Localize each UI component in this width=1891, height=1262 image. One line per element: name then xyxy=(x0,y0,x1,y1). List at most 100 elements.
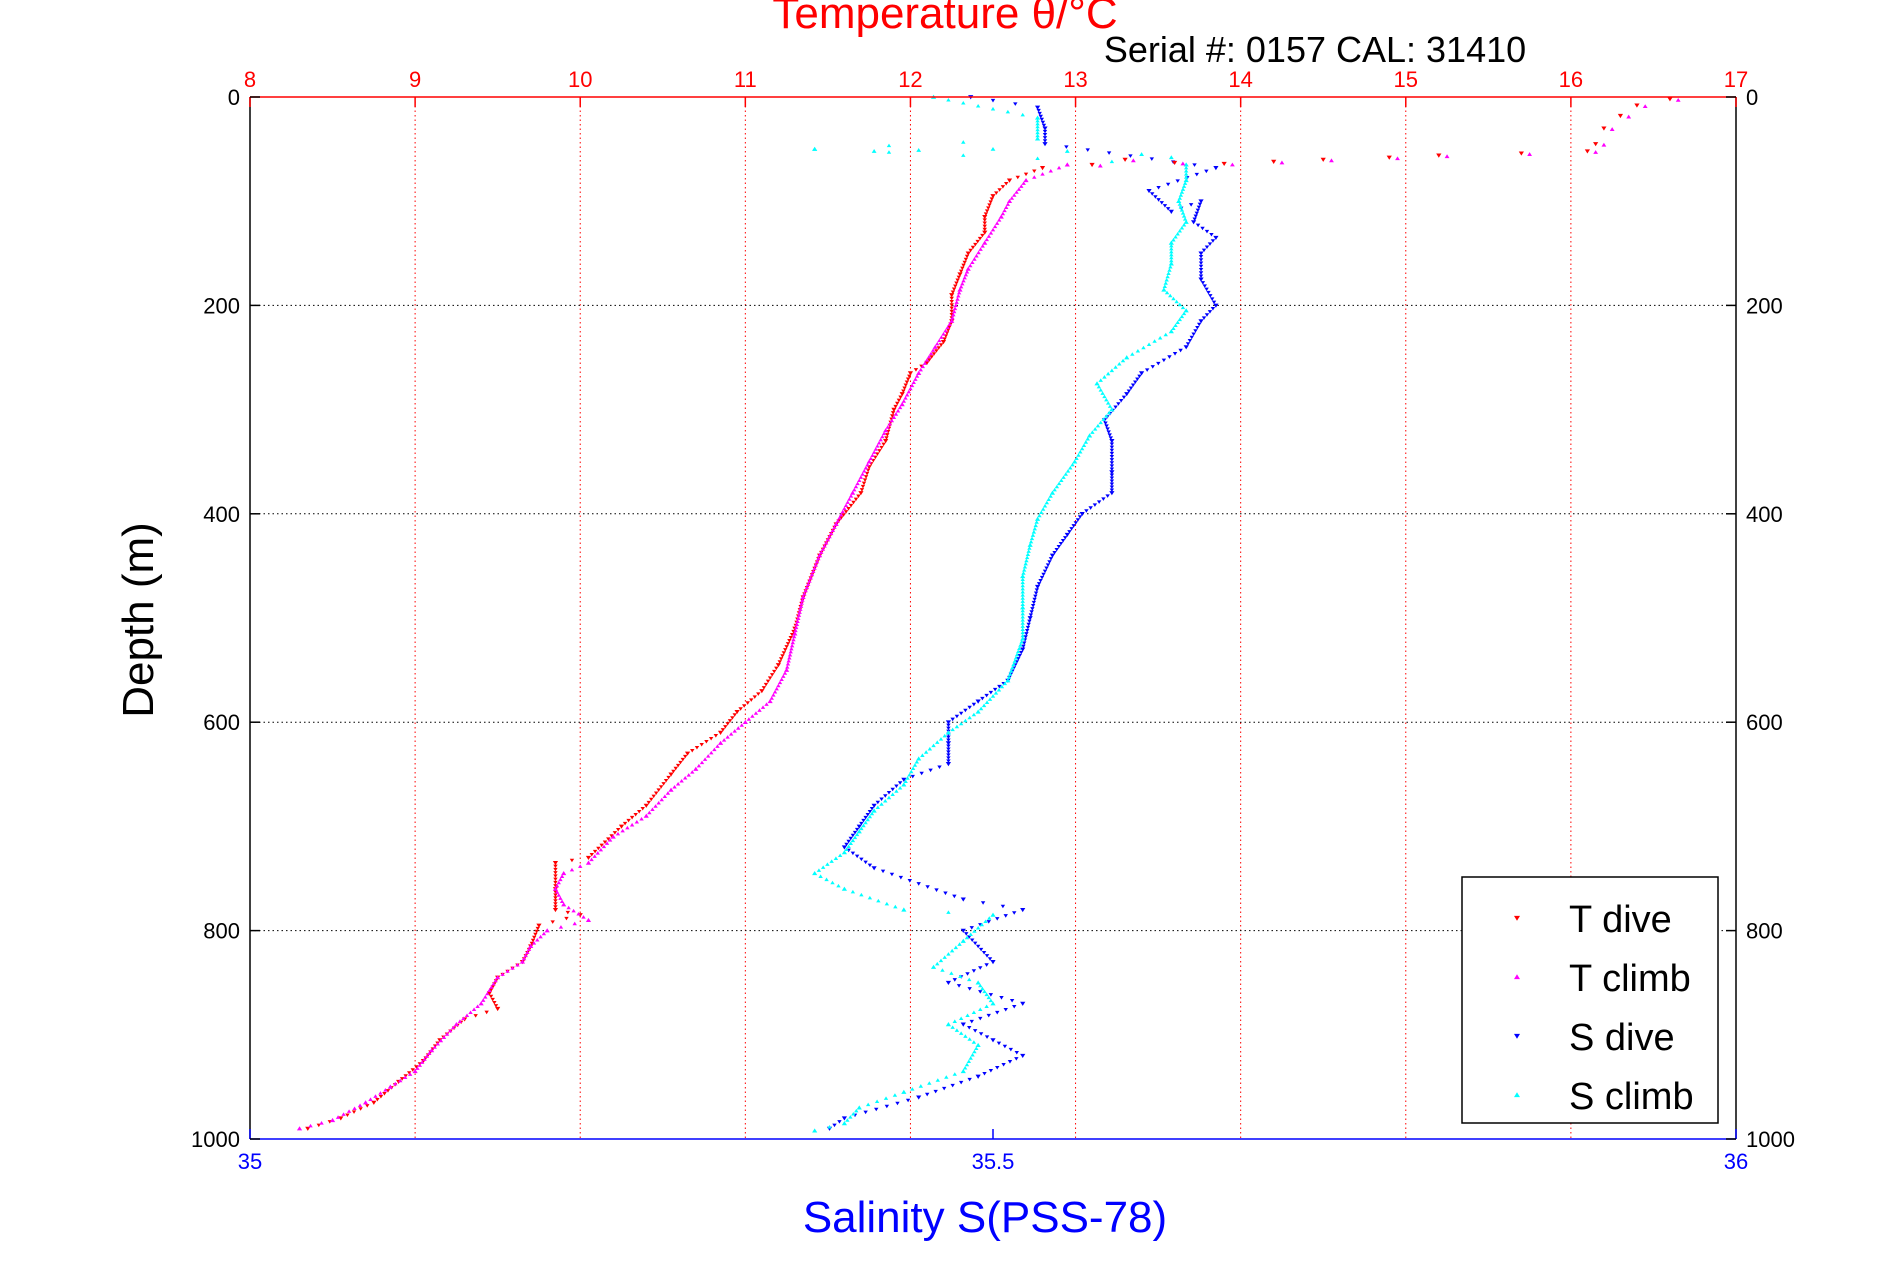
data-point xyxy=(775,663,781,668)
data-point xyxy=(963,1034,968,1038)
data-point xyxy=(1183,308,1189,313)
data-point xyxy=(1035,127,1040,132)
data-point xyxy=(803,588,808,593)
data-point xyxy=(933,1089,938,1094)
data-point xyxy=(982,227,987,232)
data-point xyxy=(969,926,974,930)
data-point xyxy=(536,923,542,928)
data-point xyxy=(982,218,987,222)
data-point xyxy=(1023,178,1029,183)
data-point xyxy=(980,244,985,248)
data-point xyxy=(827,534,832,539)
data-point xyxy=(983,919,988,924)
data-point xyxy=(975,239,980,244)
data-point xyxy=(902,386,907,390)
data-point xyxy=(966,1059,972,1064)
data-point xyxy=(534,929,539,934)
data-point xyxy=(720,728,726,732)
data-point xyxy=(553,905,558,909)
data-point xyxy=(1198,319,1204,324)
data-point xyxy=(863,1110,868,1115)
data-point xyxy=(812,566,817,570)
data-point xyxy=(949,296,954,301)
data-point xyxy=(1036,108,1041,113)
data-point xyxy=(1183,172,1189,176)
data-point xyxy=(1090,430,1095,434)
data-point xyxy=(615,831,621,836)
data-point xyxy=(1054,547,1059,552)
data-point xyxy=(938,343,944,347)
data-point xyxy=(896,398,902,403)
data-point xyxy=(365,1104,370,1108)
data-point xyxy=(1165,182,1171,187)
data-point xyxy=(1109,448,1115,453)
data-point xyxy=(444,1032,450,1036)
data-point xyxy=(960,928,966,933)
data-point xyxy=(1185,342,1191,346)
data-point xyxy=(1042,132,1048,137)
data-point xyxy=(556,880,561,885)
data-point xyxy=(984,954,990,958)
data-point xyxy=(984,700,990,704)
data-point xyxy=(1165,274,1170,279)
data-point xyxy=(945,1022,952,1027)
data-point xyxy=(946,744,951,748)
data-point xyxy=(864,471,870,476)
data-point xyxy=(387,1084,393,1089)
data-point xyxy=(1056,545,1062,549)
data-point xyxy=(665,791,671,795)
data-point xyxy=(851,500,856,505)
data-point xyxy=(814,559,820,564)
data-point xyxy=(1172,160,1178,165)
data-point xyxy=(1196,322,1202,327)
data-point xyxy=(1213,166,1219,171)
data-point xyxy=(848,841,853,846)
data-point xyxy=(1109,476,1115,481)
data-point xyxy=(1171,296,1176,301)
data-point xyxy=(1098,388,1103,392)
data-point xyxy=(1133,380,1138,385)
data-point xyxy=(461,1016,466,1020)
data-point xyxy=(789,646,794,651)
data-point xyxy=(1109,467,1115,471)
data-point xyxy=(1182,217,1188,221)
data-point xyxy=(980,901,986,905)
data-point xyxy=(971,1010,977,1015)
data-point xyxy=(799,601,804,605)
data-point xyxy=(1020,630,1025,635)
data-point xyxy=(972,257,977,261)
data-point xyxy=(1020,618,1025,622)
data-point xyxy=(505,969,510,973)
data-point xyxy=(1135,377,1140,382)
data-point xyxy=(1013,656,1019,660)
data-point xyxy=(738,707,743,711)
left-tick-label: 200 xyxy=(203,293,240,318)
data-point xyxy=(427,1051,432,1055)
data-point xyxy=(487,988,492,993)
data-point xyxy=(1040,507,1046,511)
data-point xyxy=(362,1100,369,1105)
data-point xyxy=(883,794,888,798)
data-point xyxy=(846,507,851,511)
data-point xyxy=(1149,157,1155,161)
data-point xyxy=(901,777,907,782)
right-tick-label: 400 xyxy=(1746,502,1783,527)
data-point xyxy=(561,870,567,876)
data-point xyxy=(779,677,784,682)
data-point xyxy=(905,776,910,780)
data-point xyxy=(639,816,644,821)
data-point xyxy=(1183,162,1189,167)
data-point xyxy=(840,509,845,514)
data-point xyxy=(1169,246,1174,251)
data-point xyxy=(358,1107,363,1111)
data-point xyxy=(693,766,699,771)
data-point xyxy=(1092,503,1098,507)
data-point xyxy=(553,902,558,906)
data-point xyxy=(451,1025,456,1030)
data-point xyxy=(1209,297,1215,301)
data-point xyxy=(643,803,649,808)
data-point xyxy=(1060,539,1066,543)
data-point xyxy=(382,1092,387,1096)
data-point xyxy=(931,743,936,748)
data-point xyxy=(634,819,640,824)
